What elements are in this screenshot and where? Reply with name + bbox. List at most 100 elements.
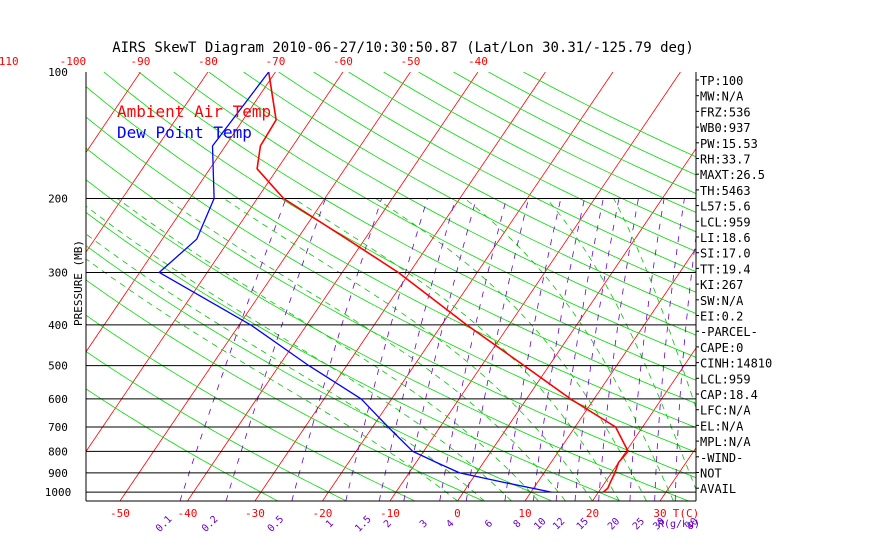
moist-adiabat-line [165,198,566,501]
mixing-ratio-tick-label: 1 [324,518,336,530]
dry-adiabat-line [208,72,696,336]
dry-adiabat-line [86,245,552,501]
index-value: EI:0.2 [700,310,743,324]
pressure-tick-label: 300 [48,266,68,279]
pressure-tick-label: 600 [48,393,68,406]
index-value: TH:5463 [700,184,751,198]
isotherm-line [457,147,696,501]
moist-adiabat-line [546,198,696,491]
index-value: RH:33.7 [700,153,751,167]
index-value: NOT [700,467,722,481]
temp-tick-label-bottom: 30 [653,507,666,520]
mixing-ratio-line [598,198,639,501]
mixing-ratio-tick-label: 25 [631,516,647,532]
moist-adiabat-line [86,233,485,501]
isotherm-line [322,72,614,501]
isotherm-line [795,72,870,501]
index-value: LFC:N/A [700,404,751,418]
y-axis-label: PRESSURE (MB) [72,240,85,326]
mixing-ratio-line [403,198,477,501]
mixing-ratio-line [654,198,685,501]
index-value: CINH:14810 [700,357,772,371]
index-value: MAXT:26.5 [700,168,765,182]
mixing-ratio-tick-label: 12 [551,516,567,532]
dry-adiabat-line [86,388,279,501]
dry-adiabat-line [138,72,696,381]
mixing-ratio-tick-label: 4 [444,518,456,530]
index-value: -WIND- [700,451,743,465]
index-value: CAP:18.4 [700,388,758,402]
mixing-ratio-line [179,198,287,501]
index-value: SI:17.0 [700,247,751,261]
isotherm-line [659,447,696,501]
mixing-ratio-tick-label: 0.2 [200,514,221,535]
temp-tick-label-top: -60 [333,55,353,68]
index-value: TP:100 [700,74,743,88]
isotherm-line [187,72,479,501]
mixing-ratio-line [504,198,562,501]
mixing-ratio-tick-label: 0.1 [154,514,175,535]
temp-tick-label-top: -40 [468,55,488,68]
index-value: MW:N/A [700,90,744,104]
mixing-ratio-line [629,198,665,501]
pressure-tick-label: 100 [48,66,68,79]
index-value: LI:18.6 [700,231,751,245]
dry-adiabat-line [173,72,696,358]
index-value: -PARCEL- [700,325,758,339]
index-value: L57:5.6 [700,200,751,214]
mixing-ratio-tick-label: 20 [606,516,622,532]
mixing-ratio-line [378,198,456,501]
dry-adiabat-line [313,72,696,273]
dry-adiabat-line [86,116,696,453]
dry-adiabat-line [523,72,696,158]
temp-tick-label-bottom: 10 [518,507,531,520]
pressure-tick-label: 400 [48,319,68,332]
mixing-ratio-tick-label: 2 [382,518,394,530]
legend-dewpoint: Dew Point Temp [117,123,252,142]
grid-layer [0,72,870,501]
isotherm-line [86,72,276,353]
dry-adiabat-line [86,179,689,501]
isotherm-line [86,72,344,453]
isotherm-line [86,72,141,154]
dry-adiabat-line [383,72,696,233]
dry-adiabat-line [453,72,696,194]
mixing-ratio-line [345,198,428,501]
dry-adiabat-line [278,72,696,293]
isotherm-line [254,72,546,501]
dry-adiabat-line [488,72,696,176]
isotherm-line [524,247,696,501]
temp-tick-label-bottom: 0 [454,507,461,520]
mixing-ratio-tick-label: 8 [512,518,524,530]
index-value: FRZ:536 [700,105,751,119]
mixing-ratio-line [555,198,604,501]
temp-tick-label-top: -110 [0,55,19,68]
temp-tick-label-top: -50 [400,55,420,68]
pressure-tick-label: 200 [48,192,68,205]
moist-adiabat-line [86,205,512,501]
pressure-tick-label: 800 [48,445,68,458]
temp-unit-label: T(C) [673,507,700,520]
legend: Ambient Air Temp Dew Point Temp [117,102,271,142]
pressure-tick-label: 1000 [45,486,72,499]
moist-adiabat-line [117,198,539,501]
temp-tick-label-top: -100 [60,55,87,68]
index-value: LCL:959 [700,215,751,229]
index-value: KI:267 [700,278,743,292]
mixing-ratio-tick-label: 10 [532,516,548,532]
moist-adiabat-line [375,198,647,501]
isotherm-line [0,72,73,501]
dry-adiabat-line [243,72,696,314]
mixing-ratio-unit-label: R(g/kg) [658,519,700,530]
temp-tick-label-top: -70 [265,55,285,68]
index-value: MPL:N/A [700,435,751,449]
isotherm-line [119,72,411,501]
dry-adiabat-line [103,72,696,404]
dry-adiabat-line [86,279,484,501]
temp-tick-label-bottom: -50 [110,507,130,520]
isotherm-line [0,72,5,501]
chart-title: AIRS SkewT Diagram 2010-06-27/10:30:50.8… [112,40,694,56]
temp-tick-label-bottom: 20 [586,507,599,520]
